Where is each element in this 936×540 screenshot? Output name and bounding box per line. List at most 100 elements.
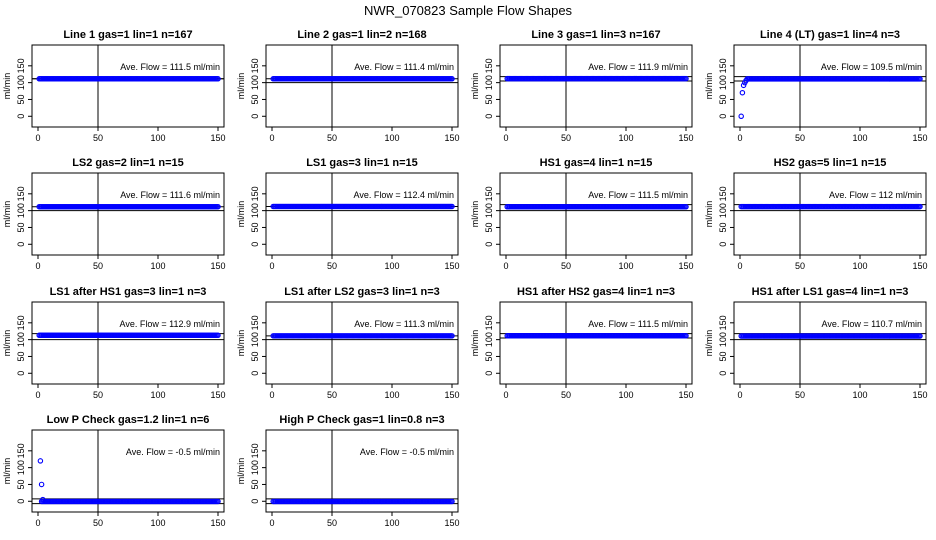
- panel-title: High P Check gas=1 lin=0.8 n=3: [279, 414, 444, 426]
- y-axis-label: ml/min: [2, 201, 12, 228]
- panel-title: LS2 gas=2 lin=1 n=15: [72, 157, 184, 169]
- y-tick-label: 150: [250, 443, 260, 458]
- panel-title: Line 3 gas=1 lin=3 n=167: [531, 29, 660, 41]
- panel-title: HS1 gas=4 lin=1 n=15: [540, 157, 653, 169]
- y-axis-label: ml/min: [236, 330, 246, 357]
- ave-flow-annotation: Ave. Flow = 112 ml/min: [829, 190, 922, 200]
- y-tick-label: 0: [718, 371, 728, 376]
- x-tick-label: 50: [561, 261, 571, 271]
- y-tick-label: 0: [250, 371, 260, 376]
- panel-3: Line 3 gas=1 lin=3 n=167 0 50 100 150 0 50 100 1…: [470, 29, 694, 143]
- plot-frame: [265, 44, 459, 128]
- y-axis-label: ml/min: [704, 330, 714, 357]
- x-tick-label: 50: [93, 261, 103, 271]
- panel-title: LS1 after HS1 gas=3 lin=1 n=3: [50, 286, 207, 298]
- y-tick-label: 0: [16, 371, 26, 376]
- plot-frame: [265, 172, 459, 256]
- plot-frame: [733, 301, 927, 385]
- y-axis-label: ml/min: [470, 73, 480, 100]
- x-tick-label: 150: [678, 133, 693, 143]
- x-tick-label: 150: [444, 133, 459, 143]
- data-point: [215, 332, 221, 339]
- ave-flow-annotation: Ave. Flow = 111.3 ml/min: [354, 319, 454, 329]
- x-tick-label: 50: [795, 261, 805, 271]
- ave-flow-annotation: Ave. Flow = 110.7 ml/min: [822, 319, 922, 329]
- y-tick-label: 0: [484, 242, 494, 247]
- plot-frame: [733, 44, 927, 128]
- plot-frame: [265, 429, 459, 513]
- x-tick-label: 150: [210, 133, 225, 143]
- y-tick-label: 50: [16, 351, 26, 361]
- x-tick-label: 50: [327, 133, 337, 143]
- x-tick-label: 50: [327, 261, 337, 271]
- y-tick-label: 50: [16, 94, 26, 104]
- y-tick-label: 0: [250, 114, 260, 119]
- x-tick-label: 150: [210, 261, 225, 271]
- panel-title: LS1 gas=3 lin=1 n=15: [306, 157, 418, 169]
- y-axis-label: ml/min: [2, 458, 12, 485]
- panel-2: Line 2 gas=1 lin=2 n=168 0 50 100 150 0 50 100 1…: [236, 29, 460, 143]
- y-tick-label: 0: [16, 499, 26, 504]
- plot-frame: [31, 429, 225, 513]
- y-tick-label: 100: [718, 75, 728, 90]
- data-point: [215, 203, 221, 210]
- y-axis-label: ml/min: [704, 73, 714, 100]
- y-tick-label: 50: [484, 94, 494, 104]
- data-point: [743, 77, 749, 84]
- ave-flow-annotation: Ave. Flow = 111.9 ml/min: [588, 62, 688, 72]
- data-point: [37, 458, 44, 464]
- y-axis-label: ml/min: [236, 458, 246, 485]
- y-tick-label: 50: [250, 222, 260, 232]
- data-point: [738, 113, 744, 120]
- x-tick-label: 150: [678, 261, 693, 271]
- panel-4: Line 4 (LT) gas=1 lin=4 n=3 0 50 100 150 0 50 1…: [704, 29, 928, 143]
- y-tick-label: 100: [250, 460, 260, 475]
- x-tick-label: 0: [35, 390, 40, 400]
- data-point: [449, 76, 455, 82]
- y-tick-label: 100: [484, 75, 494, 90]
- y-tick-label: 50: [718, 222, 728, 232]
- x-tick-label: 150: [444, 261, 459, 271]
- x-tick-label: 50: [561, 133, 571, 143]
- x-tick-label: 150: [912, 390, 927, 400]
- y-tick-label: 0: [718, 114, 728, 119]
- panel-14: High P Check gas=1 lin=0.8 n=3 0 50 100 150 0…: [236, 414, 460, 528]
- data-point: [40, 496, 46, 503]
- y-tick-label: 0: [16, 242, 26, 247]
- x-tick-label: 100: [618, 261, 633, 271]
- plot-frame: [31, 44, 225, 128]
- x-tick-label: 0: [269, 133, 274, 143]
- data-point: [740, 82, 747, 89]
- y-tick-label: 100: [484, 203, 494, 218]
- y-tick-label: 0: [484, 371, 494, 376]
- plot-frame: [499, 44, 693, 128]
- y-tick-label: 150: [16, 315, 26, 330]
- x-tick-label: 50: [327, 518, 337, 528]
- x-tick-label: 100: [852, 390, 867, 400]
- x-tick-label: 50: [93, 390, 103, 400]
- y-tick-label: 100: [718, 332, 728, 347]
- x-tick-label: 0: [503, 390, 508, 400]
- x-tick-label: 100: [150, 390, 165, 400]
- x-tick-label: 150: [678, 390, 693, 400]
- ave-flow-annotation: Ave. Flow = 112.9 ml/min: [120, 319, 220, 329]
- plot-frame: [733, 172, 927, 256]
- x-tick-label: 0: [269, 261, 274, 271]
- panel-10: LS1 after LS2 gas=3 lin=1 n=3 0 50 100 150 0 5…: [236, 286, 460, 400]
- data-point: [449, 203, 455, 210]
- y-axis-label: ml/min: [470, 330, 480, 357]
- y-tick-label: 150: [484, 186, 494, 201]
- data-point: [683, 333, 689, 339]
- ave-flow-annotation: Ave. Flow = 111.5 ml/min: [120, 62, 220, 72]
- y-axis-label: ml/min: [236, 201, 246, 228]
- data-point: [683, 204, 689, 210]
- plot-frame: [499, 301, 693, 385]
- x-tick-label: 100: [150, 261, 165, 271]
- x-tick-label: 100: [384, 390, 399, 400]
- x-tick-label: 50: [327, 390, 337, 400]
- y-tick-label: 150: [484, 58, 494, 73]
- y-tick-label: 100: [250, 332, 260, 347]
- y-tick-label: 100: [250, 75, 260, 90]
